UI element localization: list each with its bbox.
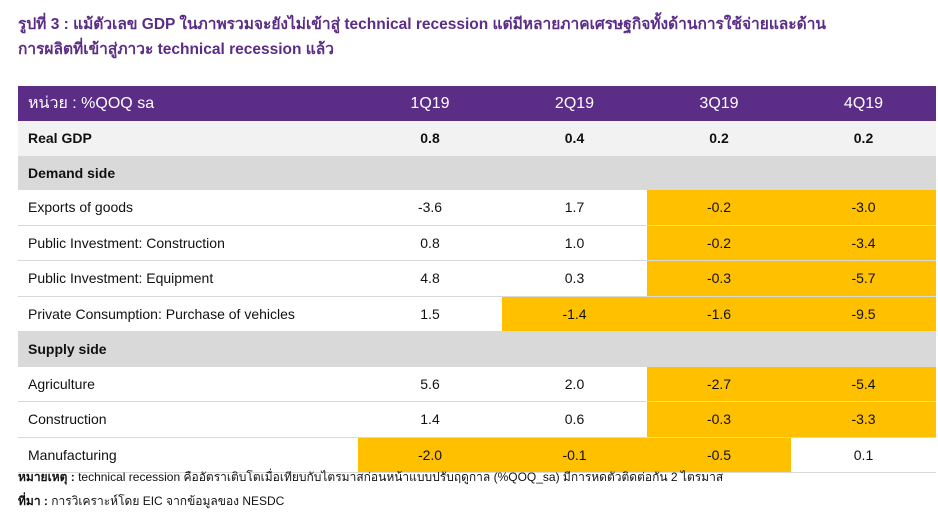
row-label: Manufacturing: [18, 437, 358, 473]
cell-value: -2.0: [358, 437, 502, 473]
cell-value: -2.7: [647, 366, 791, 402]
table-row: Public Investment: Construction 0.8 1.0 …: [18, 225, 936, 261]
cell-value: -5.4: [791, 366, 936, 402]
cell-value: 0.4: [502, 121, 647, 156]
section-label: Demand side: [18, 155, 936, 190]
footnotes: หมายเหตุ : technical recession คืออัตราเ…: [18, 465, 723, 513]
row-label: Construction: [18, 401, 358, 438]
note-line: หมายเหตุ : technical recession คืออัตราเ…: [18, 465, 723, 489]
cell-value: 4.8: [358, 260, 502, 297]
header-col-4q19: 4Q19: [791, 86, 936, 121]
note-label: หมายเหตุ :: [18, 470, 75, 484]
cell-value: -1.6: [647, 296, 791, 332]
row-label: Public Investment: Construction: [18, 225, 358, 261]
cell-value: 0.8: [358, 225, 502, 261]
source-line: ที่มา : การวิเคราะห์โดย EIC จากข้อมูลของ…: [18, 489, 723, 513]
row-label: Private Consumption: Purchase of vehicle…: [18, 296, 358, 332]
cell-value: 0.2: [647, 121, 791, 156]
cell-value: -9.5: [791, 296, 936, 332]
cell-value: -3.0: [791, 190, 936, 226]
row-label: Exports of goods: [18, 190, 358, 226]
table-row: Private Consumption: Purchase of vehicle…: [18, 296, 936, 332]
gdp-table: หน่วย : %QOQ sa 1Q19 2Q19 3Q19 4Q19 Real…: [18, 86, 936, 473]
cell-value: -5.7: [791, 260, 936, 297]
table-row: Manufacturing -2.0 -0.1 -0.5 0.1: [18, 437, 936, 473]
cell-value: 0.6: [502, 401, 647, 438]
table-row: Agriculture 5.6 2.0 -2.7 -5.4: [18, 366, 936, 402]
header-col-2q19: 2Q19: [502, 86, 647, 121]
real-gdp-row: Real GDP 0.8 0.4 0.2 0.2: [18, 121, 936, 156]
cell-value: -1.4: [502, 296, 647, 332]
cell-value: -3.4: [791, 225, 936, 261]
note-text: technical recession คืออัตราเติบโตเมื่อเ…: [78, 470, 724, 484]
cell-value: 1.0: [502, 225, 647, 261]
table-row: Exports of goods -3.6 1.7 -0.2 -3.0: [18, 190, 936, 226]
section-supply-side: Supply side: [18, 331, 936, 367]
section-label: Supply side: [18, 331, 936, 367]
cell-value: -0.3: [647, 260, 791, 297]
cell-value: 1.7: [502, 190, 647, 226]
cell-value: 0.3: [502, 260, 647, 297]
cell-value: 2.0: [502, 366, 647, 402]
title-line-1: รูปที่ 3 : แม้ตัวเลข GDP ในภาพรวมจะยังไม…: [18, 16, 826, 33]
title-line-2: การผลิตที่เข้าสู่ภาวะ technical recessio…: [18, 41, 334, 58]
source-label: ที่มา :: [18, 494, 48, 508]
cell-value: -3.6: [358, 190, 502, 226]
cell-value: -0.5: [647, 437, 791, 473]
section-demand-side: Demand side: [18, 155, 936, 190]
cell-value: 0.1: [791, 437, 936, 473]
row-label: Agriculture: [18, 366, 358, 402]
table-row: Construction 1.4 0.6 -0.3 -3.3: [18, 401, 936, 438]
cell-value: 0.8: [358, 121, 502, 156]
table-row: Public Investment: Equipment 4.8 0.3 -0.…: [18, 260, 936, 297]
row-label: Real GDP: [18, 121, 358, 156]
header-row: หน่วย : %QOQ sa 1Q19 2Q19 3Q19 4Q19: [18, 86, 936, 121]
cell-value: -0.2: [647, 225, 791, 261]
source-text: การวิเคราะห์โดย EIC จากข้อมูลของ NESDC: [51, 494, 285, 508]
cell-value: -0.1: [502, 437, 647, 473]
figure-title: รูปที่ 3 : แม้ตัวเลข GDP ในภาพรวมจะยังไม…: [18, 12, 928, 62]
cell-value: -3.3: [791, 401, 936, 438]
cell-value: -0.2: [647, 190, 791, 226]
cell-value: 5.6: [358, 366, 502, 402]
cell-value: -0.3: [647, 401, 791, 438]
header-col-1q19: 1Q19: [358, 86, 502, 121]
cell-value: 1.4: [358, 401, 502, 438]
cell-value: 1.5: [358, 296, 502, 332]
cell-value: 0.2: [791, 121, 936, 156]
row-label: Public Investment: Equipment: [18, 260, 358, 297]
header-col-3q19: 3Q19: [647, 86, 791, 121]
header-unit-label: หน่วย : %QOQ sa: [18, 86, 358, 121]
